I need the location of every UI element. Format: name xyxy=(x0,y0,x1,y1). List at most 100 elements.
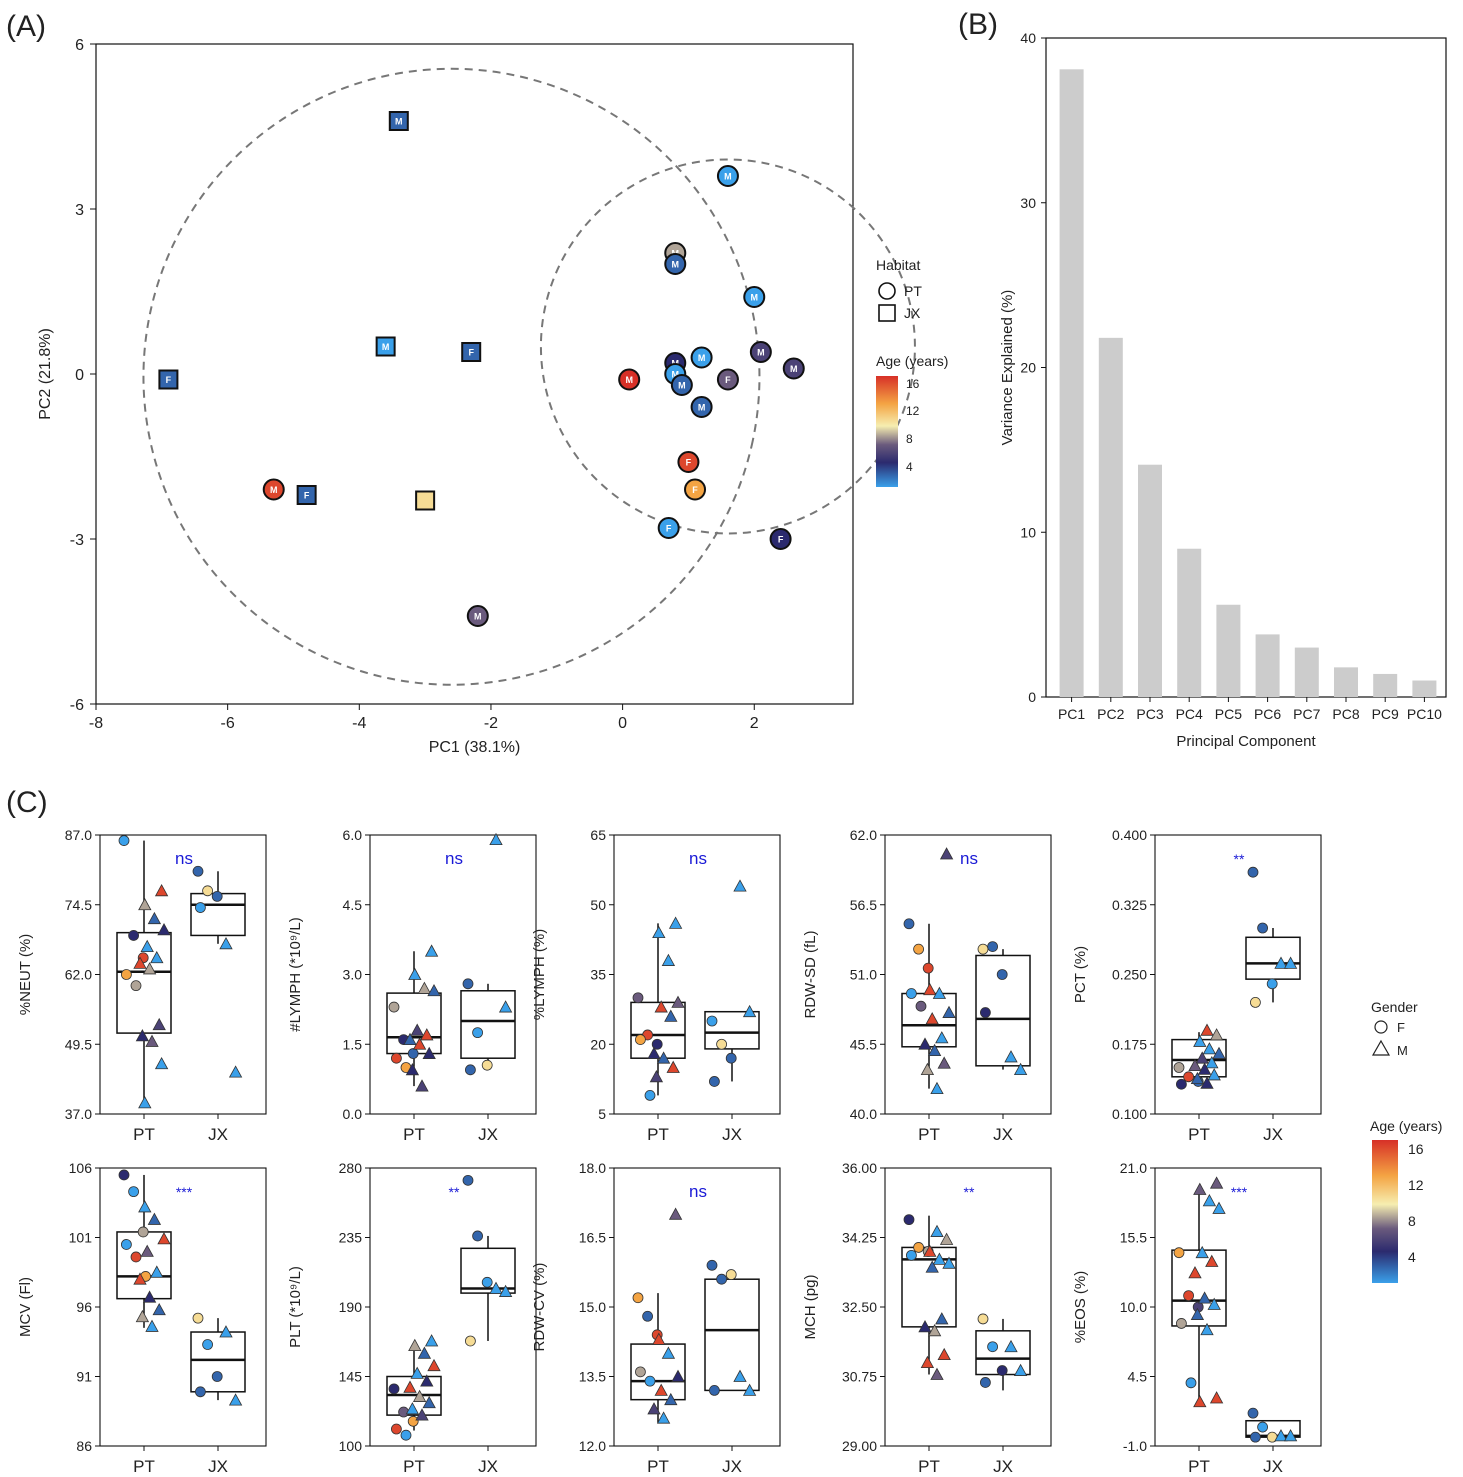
male-point xyxy=(138,1096,152,1109)
male-point xyxy=(403,1380,417,1393)
male-point xyxy=(228,1065,243,1078)
female-point xyxy=(1250,1431,1261,1443)
boxplot-y-tick-label: 12.0 xyxy=(579,1438,606,1454)
male-point xyxy=(219,936,233,950)
female-point xyxy=(472,1230,484,1242)
boxplot-y-axis-label: PLT (*10⁹/L) xyxy=(287,1266,304,1348)
male-point xyxy=(932,1252,947,1265)
boxplot-y-tick-label: 0.175 xyxy=(1112,1036,1147,1052)
male-point xyxy=(422,1046,436,1059)
male-point xyxy=(1283,1429,1298,1442)
male-point xyxy=(1274,956,1288,969)
pca-point-jx xyxy=(415,490,436,511)
male-point xyxy=(152,1017,166,1031)
pca-x-tick-label: -8 xyxy=(89,715,103,732)
boxplot-y-axis-label: %EOS (%) xyxy=(1072,1271,1089,1344)
female-point xyxy=(632,1292,644,1304)
boxplot-x-tick-label: PT xyxy=(133,1457,155,1476)
male-point xyxy=(925,1260,939,1273)
habitat-legend-jx: JX xyxy=(904,305,921,321)
male-point xyxy=(1274,1429,1288,1442)
male-point xyxy=(647,1046,661,1059)
age-a-tick-8: 8 xyxy=(906,432,913,446)
female-point xyxy=(481,1059,493,1071)
male-point xyxy=(408,1338,422,1352)
male-point xyxy=(133,1272,147,1285)
boxplot-grid-panel: 37.0 49.5 62.0 74.5 87.0 %NEUT (%) PT JX ns 0.0 1.… xyxy=(17,827,1322,1476)
female-point xyxy=(388,1001,400,1013)
scree-y-tick-label: 0 xyxy=(1028,689,1036,705)
boxplot-frame xyxy=(369,834,537,1115)
pca-point-sex-label: F xyxy=(468,348,474,358)
pca-point-sex-label: M xyxy=(678,381,686,391)
pca-point-pt xyxy=(670,374,693,396)
boxplot-y-tick-label: 30.75 xyxy=(842,1369,877,1385)
pca-point-sex-label: M xyxy=(395,117,403,127)
box-iqr xyxy=(460,990,516,1059)
male-point xyxy=(145,1319,159,1332)
pca-point-pt xyxy=(743,286,766,308)
boxplot-y-tick-label: 56.5 xyxy=(850,897,877,913)
pca-point-jx xyxy=(461,342,482,362)
male-point xyxy=(405,1402,420,1415)
male-point xyxy=(937,1056,951,1069)
pca-point-sex-label: F xyxy=(692,485,698,495)
female-point xyxy=(1247,866,1259,878)
boxplot-y-tick-label: 86 xyxy=(76,1438,92,1454)
scree-x-axis-label: Principal Component xyxy=(1176,733,1316,750)
female-point xyxy=(1266,978,1278,990)
pca-point-sex-label: F xyxy=(304,491,310,501)
panel-label-a: (A) xyxy=(6,10,46,43)
female-point xyxy=(211,890,223,902)
male-point xyxy=(1200,1023,1214,1036)
female-point xyxy=(192,865,204,877)
male-point xyxy=(927,1043,942,1056)
scree-bar xyxy=(1138,464,1162,697)
jx-group-ellipse xyxy=(539,158,916,535)
scree-bar xyxy=(1216,604,1241,697)
male-point xyxy=(1188,1266,1202,1279)
male-point xyxy=(918,1037,932,1050)
scree-x-tick-label: PC9 xyxy=(1372,706,1399,722)
female-point xyxy=(1257,1421,1268,1433)
significance-label: *** xyxy=(1231,1184,1248,1200)
male-point xyxy=(424,1334,439,1347)
female-point xyxy=(462,978,474,990)
male-point xyxy=(647,1402,661,1415)
significance-label: ns xyxy=(175,849,193,868)
boxplot-x-tick-label: PT xyxy=(1188,1457,1210,1476)
pca-point-pt xyxy=(690,396,713,418)
female-point xyxy=(481,1276,493,1288)
boxplot-x-tick-label: PT xyxy=(918,1457,940,1476)
boxplot-y-tick-label: 4.5 xyxy=(1128,1369,1148,1385)
male-point xyxy=(140,939,154,952)
pca-point-jx xyxy=(375,336,396,357)
pca-x-tick-label: 2 xyxy=(750,715,759,732)
boxplot-y-axis-label: RDW-CV (%) xyxy=(531,1263,548,1352)
boxplot-x-tick-label: PT xyxy=(918,1125,940,1144)
female-point xyxy=(906,988,917,999)
scree-x-tick-label: PC7 xyxy=(1293,706,1320,722)
boxplot-y-tick-label: 29.00 xyxy=(842,1438,877,1454)
pca-point-pt xyxy=(716,368,739,391)
female-point xyxy=(211,1371,223,1382)
male-point xyxy=(498,1284,513,1297)
box-iqr xyxy=(975,954,1031,1067)
male-point xyxy=(1283,956,1298,969)
female-point xyxy=(1183,1071,1194,1083)
male-point xyxy=(498,1000,513,1013)
male-point xyxy=(1205,1056,1219,1069)
age-c-tick-16: 16 xyxy=(1408,1141,1424,1157)
age-legend-c-title: Age (years) xyxy=(1370,1118,1442,1134)
scree-y-tick-label: 20 xyxy=(1020,360,1036,376)
boxplot-y-tick-label: 34.25 xyxy=(842,1230,877,1246)
male-point xyxy=(150,1265,164,1278)
male-point xyxy=(930,1224,944,1237)
boxplot-y-tick-label: 0.325 xyxy=(1112,897,1147,913)
male-point xyxy=(925,1012,939,1025)
male-point xyxy=(668,1207,683,1220)
boxplot-frame xyxy=(884,1167,1052,1447)
female-point xyxy=(906,1249,917,1261)
panel-label-c: (C) xyxy=(6,786,48,819)
